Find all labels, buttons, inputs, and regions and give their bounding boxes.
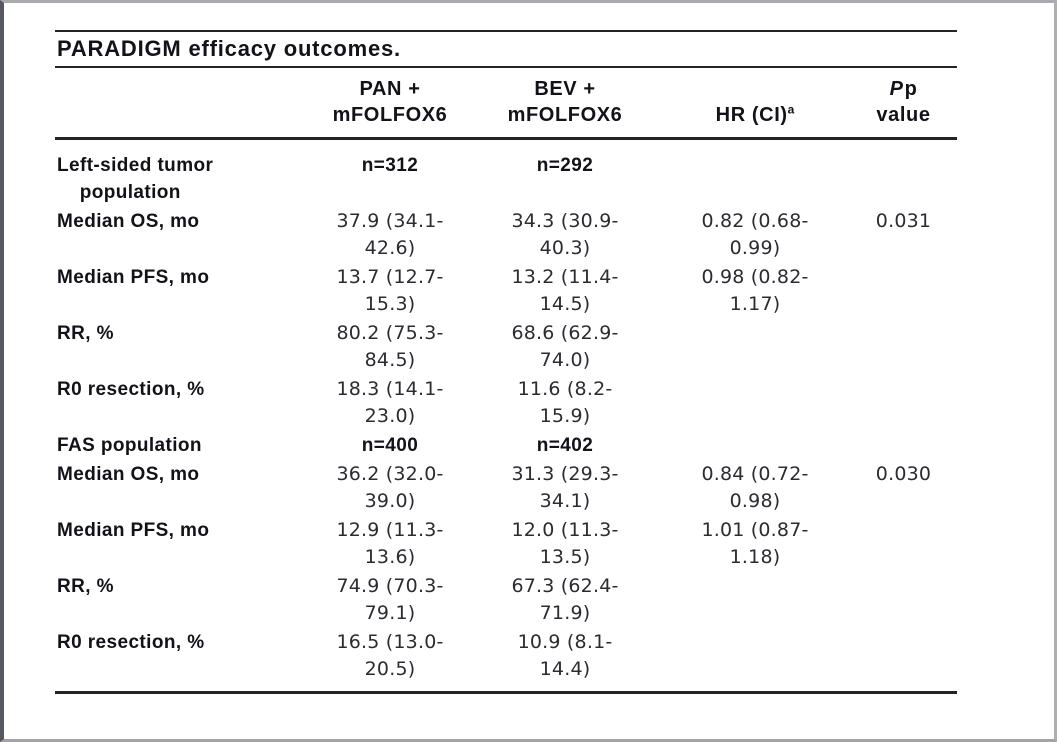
hr-value-cell: 0.98 (0.82- 1.17) <box>701 266 809 315</box>
pvalue-cell <box>850 376 957 430</box>
pvalue-cell <box>850 517 957 571</box>
efficacy-table: PARADIGM efficacy outcomes. PAN + mFOLFO… <box>55 30 957 694</box>
top-rule <box>55 30 957 32</box>
table-row: R0 resection, % 18.3 (14.1- 23.0) 11.6 (… <box>55 376 957 430</box>
header-pvalue: Pp value <box>850 76 957 128</box>
pan-value-cell: 36.2 (32.0- 39.0) <box>336 463 444 512</box>
row-label-cell: RR, % <box>57 576 114 597</box>
hr-footnote-superscript: a <box>787 102 795 117</box>
pan-value-cell: 37.9 (34.1- 42.6) <box>336 210 444 259</box>
pan-value-cell: n=312 <box>361 155 419 176</box>
pan-value-cell: 13.7 (12.7- 15.3) <box>336 266 444 315</box>
row-label-cell: Median PFS, mo <box>57 267 210 288</box>
pvalue-cell <box>850 264 957 318</box>
pvalue-italic-p: P <box>889 78 904 100</box>
pan-value-cell: n=400 <box>361 435 419 456</box>
bev-value-cell: 12.0 (11.3- 13.5) <box>511 519 619 568</box>
bev-value-cell: 13.2 (11.4- 14.5) <box>511 266 619 315</box>
row-label-cell: Median OS, mo <box>57 464 200 485</box>
header-rule <box>55 137 957 140</box>
row-label-cell: FAS population <box>57 435 202 456</box>
pvalue-cell: 0.030 <box>875 463 932 485</box>
pvalue-cell <box>850 432 957 459</box>
pan-value-cell: 16.5 (13.0- 20.5) <box>336 631 444 680</box>
pvalue-p-suffix: p <box>904 78 918 100</box>
hr-value-cell: 0.82 (0.68- 0.99) <box>701 210 809 259</box>
table-title: PARADIGM efficacy outcomes. <box>57 36 401 61</box>
row-label-cell: R0 resection, % <box>57 379 205 400</box>
row-label-cell: RR, % <box>57 323 114 344</box>
header-bev: BEV + mFOLFOX6 <box>507 78 623 126</box>
pvalue-cell <box>850 573 957 627</box>
hr-value-cell: 1.01 (0.87- 1.18) <box>701 519 809 568</box>
pvalue-cell <box>850 629 957 683</box>
table-row: Median OS, mo 37.9 (34.1- 42.6) 34.3 (30… <box>55 208 957 262</box>
bev-value-cell: n=292 <box>536 155 594 176</box>
table-row: RR, % 74.9 (70.3- 79.1) 67.3 (62.4- 71.9… <box>55 573 957 627</box>
pvalue-line2: value <box>876 104 931 126</box>
table-row: RR, % 80.2 (75.3- 84.5) 68.6 (62.9- 74.0… <box>55 320 957 374</box>
hr-value-cell <box>660 320 850 374</box>
header-pan: PAN + mFOLFOX6 <box>332 78 448 126</box>
hr-value-cell <box>660 152 850 206</box>
pvalue-cell <box>850 152 957 206</box>
bev-value-cell: 67.3 (62.4- 71.9) <box>511 575 619 624</box>
bev-value-cell: 11.6 (8.2- 15.9) <box>517 378 613 427</box>
row-label-cell: Left-sided tumor population <box>57 155 214 203</box>
bottom-rule <box>55 691 957 694</box>
hr-value-cell <box>660 376 850 430</box>
pan-value-cell: 18.3 (14.1- 23.0) <box>336 378 444 427</box>
row-label-cell: Median PFS, mo <box>57 520 210 541</box>
bev-value-cell: 34.3 (30.9- 40.3) <box>511 210 619 259</box>
pvalue-cell: 0.031 <box>875 210 932 232</box>
row-label-cell: Median OS, mo <box>57 211 200 232</box>
table-body: Left-sided tumor population n=312 n=292 … <box>55 140 957 691</box>
hr-value-cell <box>660 629 850 683</box>
bev-value-cell: n=402 <box>536 435 594 456</box>
table-row: Median PFS, mo 12.9 (11.3- 13.6) 12.0 (1… <box>55 517 957 571</box>
hr-value-cell <box>660 573 850 627</box>
pan-value-cell: 80.2 (75.3- 84.5) <box>336 322 444 371</box>
bev-value-cell: 31.3 (29.3- 34.1) <box>511 463 619 512</box>
hr-value-cell <box>660 432 850 459</box>
pan-value-cell: 74.9 (70.3- 79.1) <box>336 575 444 624</box>
table-row: R0 resection, % 16.5 (13.0- 20.5) 10.9 (… <box>55 629 957 683</box>
hr-value-cell: 0.84 (0.72- 0.98) <box>701 463 809 512</box>
pvalue-cell <box>850 320 957 374</box>
title-rule <box>55 66 957 68</box>
table-row: Median PFS, mo 13.7 (12.7- 15.3) 13.2 (1… <box>55 264 957 318</box>
bev-value-cell: 68.6 (62.9- 74.0) <box>511 322 619 371</box>
header-hr: HR (CI)a <box>660 102 850 128</box>
table-row: Left-sided tumor population n=312 n=292 <box>55 152 957 206</box>
pan-value-cell: 12.9 (11.3- 13.6) <box>336 519 444 568</box>
table-row: Median OS, mo 36.2 (32.0- 39.0) 31.3 (29… <box>55 461 957 515</box>
row-label-cell: R0 resection, % <box>57 632 205 653</box>
bev-value-cell: 10.9 (8.1- 14.4) <box>517 631 613 680</box>
header-row: PAN + mFOLFOX6 BEV + mFOLFOX6 HR (CI)a P… <box>55 68 957 137</box>
header-hr-text: HR (CI) <box>715 104 788 126</box>
table-row: FAS population n=400 n=402 <box>55 432 957 459</box>
